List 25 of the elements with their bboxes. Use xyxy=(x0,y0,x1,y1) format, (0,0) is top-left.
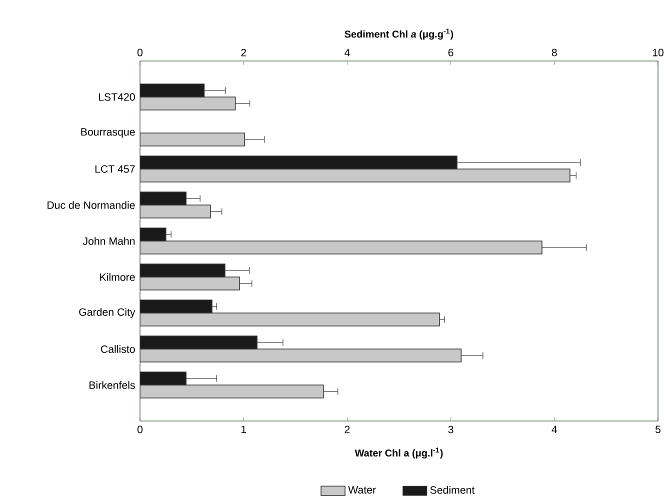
y-tick-label: John Mahn xyxy=(82,237,135,245)
x-tick-label: 3 xyxy=(448,426,454,434)
y-tick-label: Callisto xyxy=(101,345,135,353)
x2-tick-label: 0 xyxy=(137,48,143,56)
x-tick-label: 1 xyxy=(241,426,246,434)
y-tick-label: LST420 xyxy=(98,93,135,101)
y-tick-label: LCT 457 xyxy=(95,165,135,173)
x-tick-label: 5 xyxy=(655,426,661,434)
x2-tick-label: 8 xyxy=(552,48,557,56)
y-tick-label: Bourrasque xyxy=(81,128,135,138)
y-tick-label: Birkenfels xyxy=(90,381,135,389)
x2-tick-label: 6 xyxy=(448,48,454,56)
x2-tick-label: 10 xyxy=(652,48,664,56)
legend-label: Water xyxy=(348,486,376,494)
x2-tick-label: 2 xyxy=(241,48,246,56)
x2-tick-label: 4 xyxy=(344,48,350,56)
y-tick-label: Kilmore xyxy=(100,273,135,281)
legend-label: Sediment xyxy=(430,486,475,494)
x-tick-label: 0 xyxy=(137,426,143,434)
x-tick-label: 4 xyxy=(552,426,558,434)
x-tick-label: 2 xyxy=(344,426,350,434)
y-tick-label: Garden City xyxy=(79,308,136,318)
x2-axis-title: Sediment Chl a (μg.g$^{-1}$) xyxy=(344,28,454,40)
x-axis-title: Water Chl a (μg.l$^{-1}$) xyxy=(354,448,443,459)
y-tick-label: Duc de Normandie xyxy=(48,201,135,209)
